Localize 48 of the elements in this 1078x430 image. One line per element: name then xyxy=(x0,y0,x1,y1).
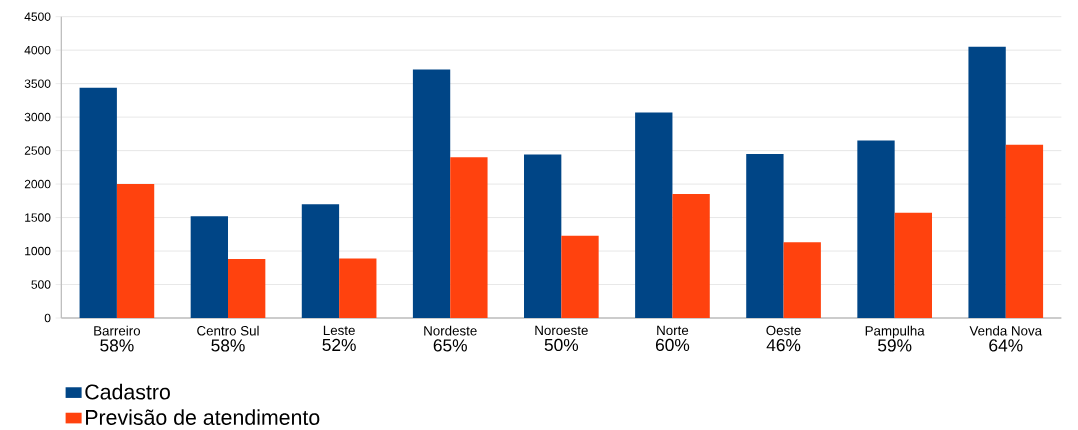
x-tick-label: Noroeste xyxy=(535,325,588,336)
y-tick-label: 1000 xyxy=(25,246,51,256)
y-tick-label: 3500 xyxy=(24,79,51,88)
x-tick-label: Oeste xyxy=(766,325,801,336)
text: 52% xyxy=(322,338,356,352)
y-tick-label: 2500 xyxy=(24,146,51,155)
text: 50% xyxy=(544,338,579,352)
bar xyxy=(450,157,488,318)
bar xyxy=(1005,144,1044,318)
legend-label: Previsão de atendimento xyxy=(86,409,320,425)
x-tick-label: Pampulha xyxy=(865,325,925,339)
bar xyxy=(339,258,377,318)
bar xyxy=(561,235,599,318)
text: 60% xyxy=(655,338,690,352)
x-tick-label: Centro Sul xyxy=(197,325,259,336)
x-tick-label: Leste xyxy=(323,325,355,336)
bar xyxy=(412,69,451,318)
x-tick-label: Norte xyxy=(657,325,689,336)
bar xyxy=(635,112,673,318)
bar xyxy=(746,153,784,318)
x-tick-label: Barreiro xyxy=(94,325,141,336)
text: 65% xyxy=(433,339,467,352)
legend-label: Cadastro xyxy=(85,383,170,400)
y-tick-label: 0 xyxy=(44,313,51,323)
y-tick-label: 2000 xyxy=(24,179,51,189)
bar xyxy=(116,184,155,318)
y-tick-label: 500 xyxy=(31,280,51,289)
text: 59% xyxy=(878,339,912,352)
bar xyxy=(857,140,895,318)
text: 58% xyxy=(100,339,134,352)
bar xyxy=(190,216,229,318)
x-tick-label: Venda Nova xyxy=(969,325,1043,336)
text: 64% xyxy=(989,339,1023,352)
y-tick-label: 3000 xyxy=(24,112,51,122)
bar xyxy=(524,154,562,318)
text: 58% xyxy=(211,339,245,352)
bar xyxy=(894,212,932,318)
text: 46% xyxy=(766,338,801,352)
bar xyxy=(783,242,821,318)
bar xyxy=(228,259,266,318)
y-tick-label: 4000 xyxy=(24,45,51,55)
bar xyxy=(79,87,117,318)
y-tick-label: 1500 xyxy=(25,213,51,222)
bar xyxy=(301,204,340,318)
bar xyxy=(968,46,1006,318)
x-tick-label: Nordeste xyxy=(424,325,477,336)
y-tick-label: 4500 xyxy=(24,12,51,21)
bar xyxy=(672,194,710,318)
